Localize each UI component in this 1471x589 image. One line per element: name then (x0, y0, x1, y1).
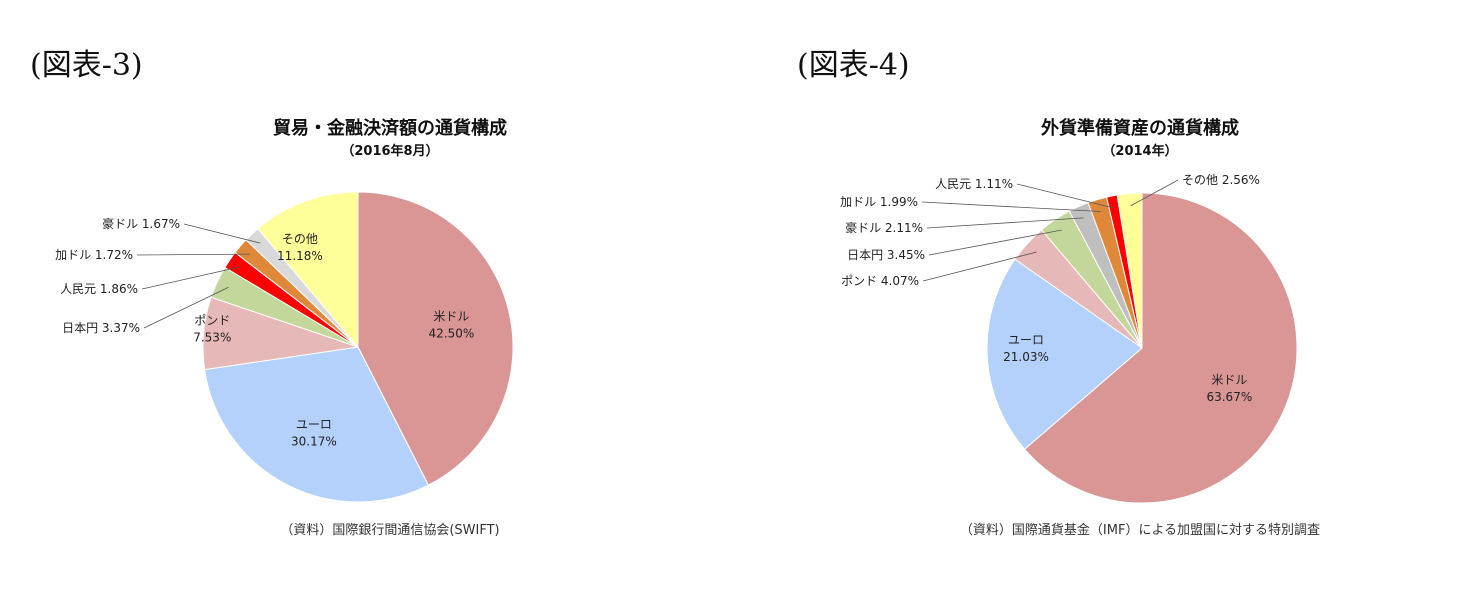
slice-value-label: 21.03% (1003, 350, 1049, 364)
leader-line (141, 266, 241, 290)
slice-callout-label: 豪ドル 1.67% (102, 216, 180, 231)
slice-name-label: その他 (282, 232, 318, 246)
chart-subtitle: （2016年8月） (341, 144, 439, 159)
chart-panel-reserve-assets: 外貨準備資産の通貨構成 （2014年） 米ドル 63.67% ユーロ 21.03% ポン… (790, 100, 1471, 550)
slice-value-label: 30.17% (291, 434, 337, 448)
figure-label-4: (図表-4) (797, 48, 910, 83)
chart-title: 貿易・金融決済額の通貨構成 (273, 118, 507, 139)
chart-panel-trade-settlement: 貿易・金融決済額の通貨構成 （2016年8月） 米ドル 42.50% ユーロ 30.1… (40, 100, 740, 550)
pie-chart-trade-settlement: 米ドル 42.50% ユーロ 30.17% ポンド 7.53% 日本円 3.37% 人民元 1… (55, 191, 514, 503)
pie-slice (204, 346, 430, 503)
pie-slice (986, 258, 1143, 450)
leader-line (921, 201, 1101, 212)
chart-subtitle: （2014年） (1102, 144, 1178, 159)
leader-line (143, 286, 229, 329)
leader-line (136, 253, 250, 256)
slice-name-label: 米ドル (433, 310, 469, 324)
slice-value-label: 7.53% (193, 330, 231, 344)
slice-value-label: 11.18% (277, 249, 323, 263)
slice-name-label: ポンド (194, 313, 230, 327)
leader-line (1016, 183, 1115, 209)
pie-slice (357, 191, 514, 486)
pie-chart-reserve-assets: 米ドル 63.67% ユーロ 21.03% ポンド 4.07% 日本円 3.45% 豪ドル … (840, 173, 1298, 504)
leader-line (183, 223, 261, 244)
slice-callout-label: ポンド 4.07% (841, 274, 919, 288)
slice-callout-label: 豪ドル 2.11% (845, 220, 923, 235)
pie-slice (1116, 192, 1143, 349)
chart-title: 外貨準備資産の通貨構成 (1041, 118, 1239, 139)
leader-line (922, 251, 1037, 282)
slice-value-label: 63.67% (1206, 390, 1252, 404)
leader-line (926, 217, 1084, 229)
pie-slice (257, 191, 359, 349)
slice-callout-label: 日本円 3.45% (847, 248, 925, 262)
chart-source-note: （資料）国際銀行間通信協会(SWIFT) (280, 523, 500, 538)
slice-callout-label: その他 2.56% (1182, 173, 1260, 187)
leader-line (928, 229, 1062, 256)
slice-name-label: ユーロ (296, 417, 332, 431)
leader-line (1130, 179, 1179, 207)
slice-callout-label: 人民元 1.86% (60, 282, 138, 296)
slice-callout-label: 加ドル 1.99% (840, 195, 918, 209)
slice-value-label: 42.50% (429, 327, 475, 341)
pie-slice (1023, 192, 1298, 504)
slice-name-label: 米ドル (1211, 373, 1247, 387)
slice-callout-label: 日本円 3.37% (62, 321, 140, 335)
chart-source-note: （資料）国際通貨基金（IMF）による加盟国に対する特別調査 (959, 523, 1321, 538)
slice-name-label: ユーロ (1008, 333, 1044, 347)
figure-label-3: (図表-3) (30, 48, 143, 83)
slice-callout-label: 人民元 1.11% (935, 177, 1013, 191)
slice-callout-label: 加ドル 1.72% (55, 248, 133, 262)
